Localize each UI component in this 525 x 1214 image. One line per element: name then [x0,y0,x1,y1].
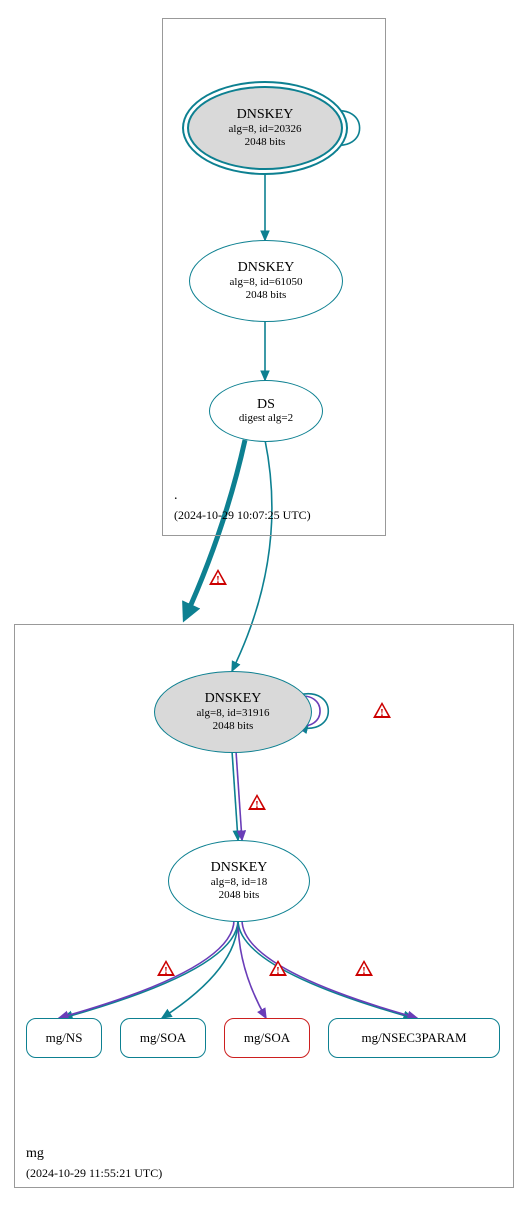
node-line3: 2048 bits [219,889,260,902]
warning-icon: ! [209,569,227,585]
warning-icon: ! [157,960,175,976]
ds-node: DS digest alg=2 [209,380,323,442]
zone-label-root: . [174,488,178,504]
dnskey-root-zsk: DNSKEY alg=8, id=61050 2048 bits [189,240,343,322]
node-line2: digest alg=2 [239,412,293,425]
warning-icon: ! [373,702,391,718]
warning-icon: ! [355,960,373,976]
node-line2: alg=8, id=20326 [229,123,302,136]
node-title: DNSKEY [211,860,268,875]
rrset-mg-ns: mg/NS [26,1018,102,1058]
dnskey-mg-ksk: DNSKEY alg=8, id=31916 2048 bits [154,671,312,753]
node-line3: 2048 bits [213,720,254,733]
zone-label-mg: mg [26,1146,44,1162]
rrset-mg-nsec3param: mg/NSEC3PARAM [328,1018,500,1058]
node-line3: 2048 bits [246,289,287,302]
node-line2: alg=8, id=31916 [197,707,270,720]
rrset-label: mg/NSEC3PARAM [362,1030,467,1046]
warning-icon: ! [248,794,266,810]
node-title: DNSKEY [238,260,295,275]
node-line2: alg=8, id=18 [211,876,267,889]
node-title: DS [257,397,275,412]
dnskey-root-ksk: DNSKEY alg=8, id=20326 2048 bits [189,88,341,168]
rrset-mg-soa-2: mg/SOA [224,1018,310,1058]
dnskey-mg-zsk: DNSKEY alg=8, id=18 2048 bits [168,840,310,922]
node-title: DNSKEY [205,691,262,706]
zone-timestamp-mg: (2024-10-29 11:55:21 UTC) [26,1166,162,1181]
node-title: DNSKEY [237,107,294,122]
node-line3: 2048 bits [245,136,286,149]
rrset-label: mg/NS [46,1030,83,1046]
rrset-mg-soa-1: mg/SOA [120,1018,206,1058]
zone-timestamp-root: (2024-10-29 10:07:25 UTC) [174,508,311,523]
rrset-label: mg/SOA [140,1030,186,1046]
node-line2: alg=8, id=61050 [230,276,303,289]
warning-icon: ! [269,960,287,976]
rrset-label: mg/SOA [244,1030,290,1046]
